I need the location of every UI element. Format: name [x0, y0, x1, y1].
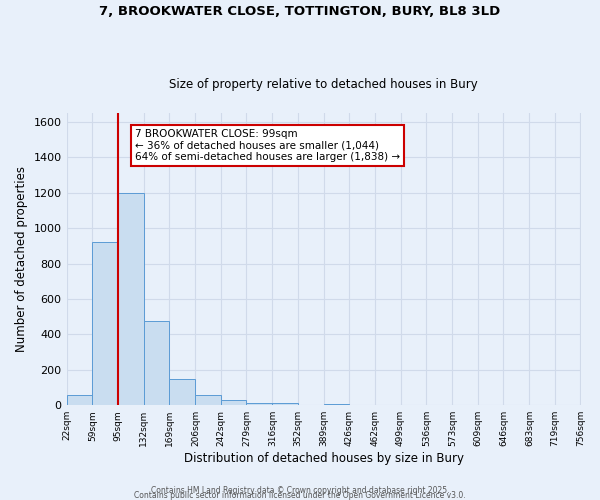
Text: 7 BROOKWATER CLOSE: 99sqm
← 36% of detached houses are smaller (1,044)
64% of se: 7 BROOKWATER CLOSE: 99sqm ← 36% of detac… [135, 129, 400, 162]
Bar [118, 192, 143, 405]
Text: 7, BROOKWATER CLOSE, TOTTINGTON, BURY, BL8 3LD: 7, BROOKWATER CLOSE, TOTTINGTON, BURY, B… [100, 5, 500, 18]
Title: Size of property relative to detached houses in Bury: Size of property relative to detached ho… [169, 78, 478, 91]
Bar [247, 402, 272, 405]
Bar [67, 396, 92, 405]
Bar [323, 404, 349, 405]
Bar [169, 378, 196, 405]
Y-axis label: Number of detached properties: Number of detached properties [15, 166, 28, 352]
Bar [143, 321, 169, 405]
X-axis label: Distribution of detached houses by size in Bury: Distribution of detached houses by size … [184, 452, 464, 465]
Bar [196, 394, 221, 405]
Text: Contains HM Land Registry data © Crown copyright and database right 2025.: Contains HM Land Registry data © Crown c… [151, 486, 449, 495]
Bar [92, 242, 118, 405]
Bar [221, 400, 247, 405]
Text: Contains public sector information licensed under the Open Government Licence v3: Contains public sector information licen… [134, 491, 466, 500]
Bar [272, 404, 298, 405]
